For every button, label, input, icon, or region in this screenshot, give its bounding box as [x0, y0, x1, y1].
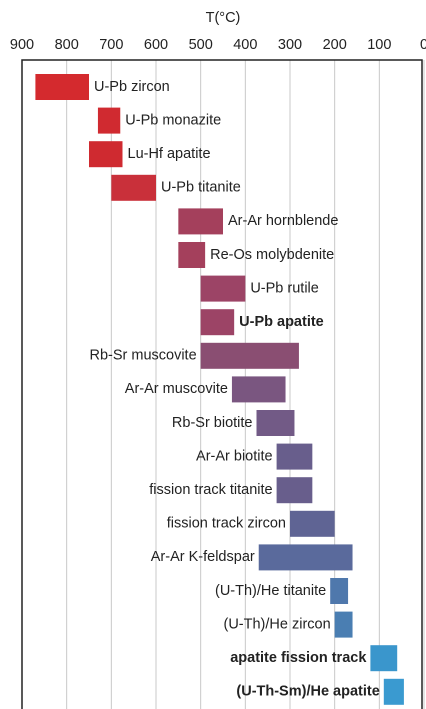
x-tick-label: 500 [189, 37, 213, 53]
plot-frame [21, 59, 423, 709]
bar [290, 510, 335, 537]
bar [276, 477, 313, 504]
bar-label: Re-Os molybdenite [210, 247, 334, 263]
bar [97, 107, 121, 134]
bar [200, 309, 235, 336]
x-tick-label: 0 [420, 37, 426, 53]
bar-label: U-Pb titanite [161, 180, 241, 196]
x-tick-label: 200 [323, 37, 347, 53]
bar [256, 410, 295, 436]
x-tick-label: 700 [99, 37, 123, 53]
x-tick-label: 600 [144, 37, 168, 53]
bar-label: (U-Th)/He titanite [215, 583, 326, 599]
bar [370, 645, 398, 672]
bar-label: Rb-Sr biotite [172, 415, 253, 431]
x-tick-label: 800 [55, 37, 79, 53]
bar-label: U-Pb zircon [94, 79, 170, 95]
bar [334, 611, 353, 638]
bar-label: Ar-Ar hornblende [228, 213, 338, 229]
x-tick-label: 400 [233, 37, 257, 53]
bar [35, 74, 89, 100]
bar [231, 376, 286, 403]
bar-label: Lu-Hf apatite [128, 146, 211, 162]
bar-label: Rb-Sr muscovite [89, 348, 196, 364]
bar-label: apatite fission track [230, 650, 367, 666]
bar [200, 342, 299, 369]
bar [200, 275, 246, 302]
bar [330, 578, 349, 604]
x-tick-label: 900 [10, 37, 34, 53]
bar-label: Ar-Ar K-feldspar [151, 549, 255, 565]
bar [178, 208, 223, 235]
x-tick-label: 300 [278, 37, 302, 53]
bar-label: (U-Th)/He zircon [224, 616, 331, 632]
bar-label: U-Pb apatite [239, 314, 324, 330]
axis-title: T(°C) [206, 10, 241, 26]
bar-label: U-Pb rutile [250, 280, 318, 296]
bar [111, 174, 156, 201]
bar-label: fission track titanite [149, 482, 272, 498]
bar-label: (U-Th-Sm)/He apatite [236, 684, 379, 700]
bar-label: Ar-Ar muscovite [125, 381, 228, 397]
bar-label: fission track zircon [167, 516, 286, 532]
bar [89, 141, 123, 168]
bar [178, 242, 206, 268]
bar [276, 443, 313, 470]
bar-label: U-Pb monazite [125, 112, 221, 128]
bar [258, 544, 353, 571]
bar-label: Ar-Ar biotite [196, 448, 273, 464]
bar [383, 678, 404, 705]
x-tick-label: 100 [367, 37, 391, 53]
